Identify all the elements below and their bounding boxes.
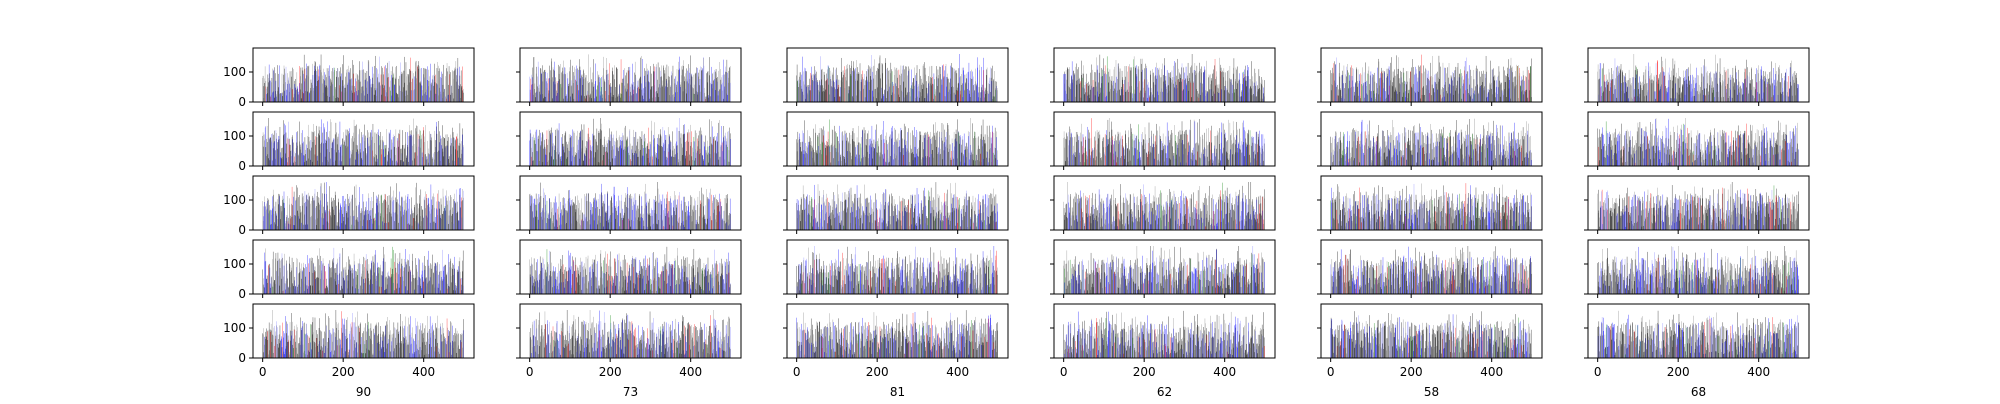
y-tick-label: 0 <box>238 223 246 237</box>
subplot-r4-c1: 0 100 <box>223 240 474 301</box>
y-tick-label: 100 <box>223 129 246 143</box>
subplot-r3-c2 <box>516 176 741 234</box>
y-tick-label: 100 <box>223 321 246 335</box>
x-tick-label: 0 <box>259 365 267 379</box>
x-tick-label: 400 <box>412 365 435 379</box>
subplot-r2-c1: 0 100 <box>223 112 474 173</box>
subplot-r2-c2 <box>516 112 741 170</box>
subplot-r5-c1: 0 100 0 200 400 90 <box>223 304 474 399</box>
x-tick-label: 200 <box>332 365 355 379</box>
column-label: 90 <box>356 385 371 399</box>
y-tick-label: 0 <box>238 351 246 365</box>
subplot-r1-c2 <box>516 48 741 106</box>
y-tick-label: 0 <box>238 95 246 109</box>
y-tick-label: 100 <box>223 65 246 79</box>
subplot-r4-c2 <box>516 240 741 298</box>
y-tick-label: 100 <box>223 257 246 271</box>
y-tick-label: 0 <box>238 287 246 301</box>
subplot-r3-c1: 0 100 <box>223 176 474 237</box>
y-tick-label: 0 <box>238 159 246 173</box>
y-tick-label: 100 <box>223 193 246 207</box>
subplot-r1-c1: 0 100 <box>223 48 474 109</box>
